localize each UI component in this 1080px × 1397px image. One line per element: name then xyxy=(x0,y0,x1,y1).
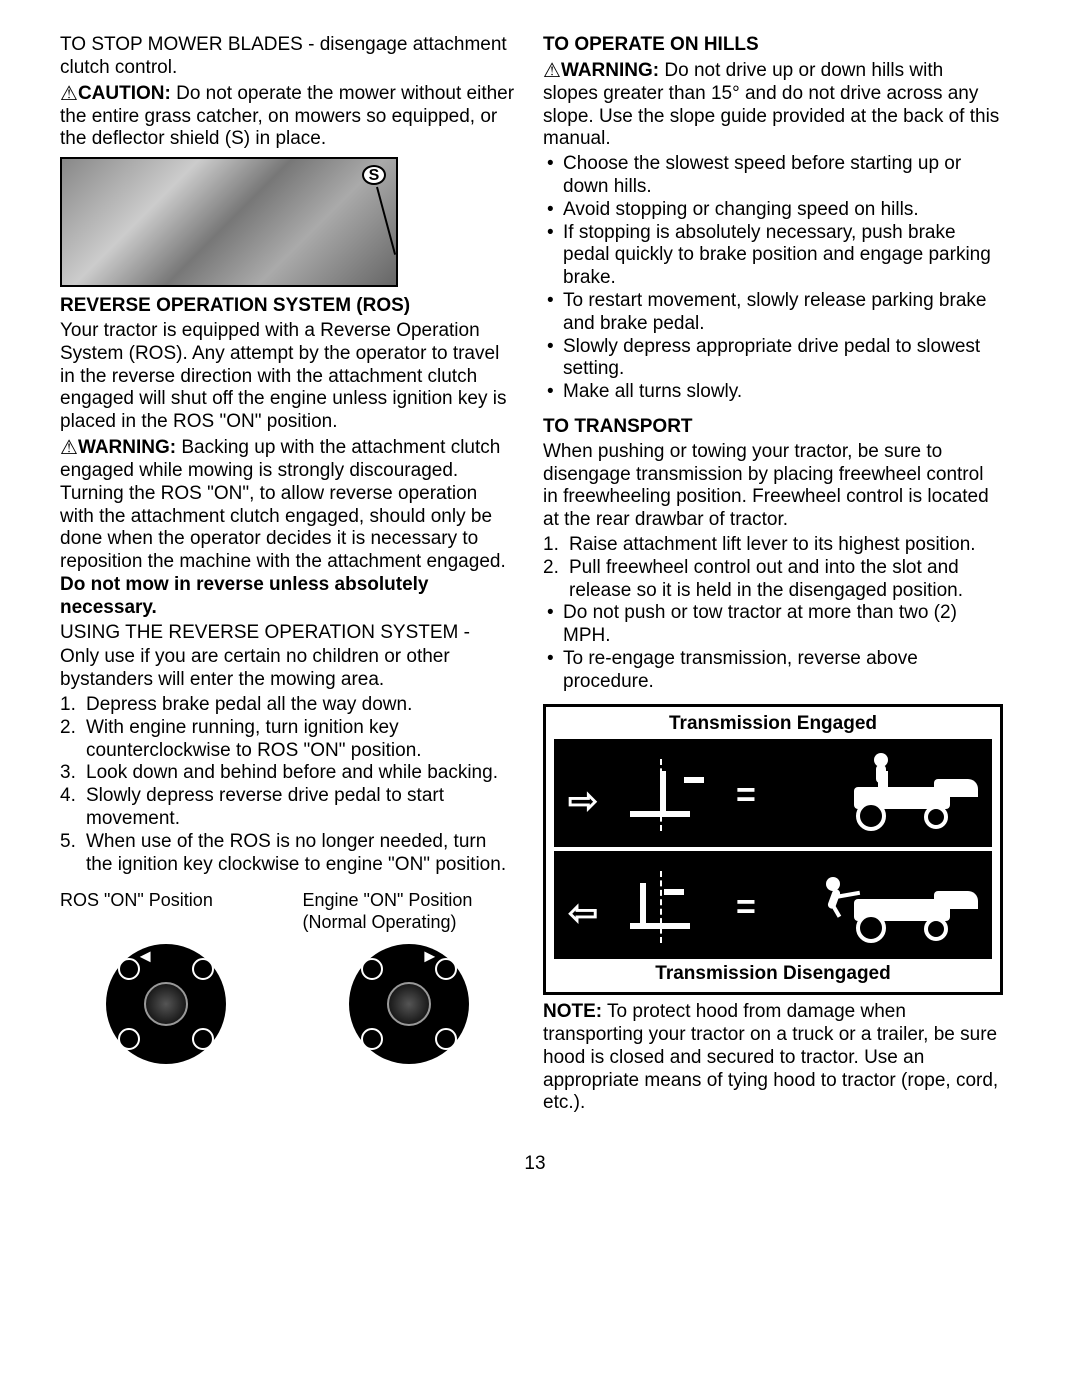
list-item: To re-engage transmission, reverse above… xyxy=(543,648,1003,694)
list-item: If stopping is absolutely necessary, pus… xyxy=(543,222,1003,290)
transmission-figure-box: Transmission Engaged ⇨ = ⇦ = xyxy=(543,704,1003,996)
hills-bullet-list: Choose the slowest speed before starting… xyxy=(543,153,1003,404)
note-paragraph: NOTE: To protect hood from damage when t… xyxy=(543,1001,1003,1115)
arrow-left-icon: ⇦ xyxy=(568,891,598,934)
list-item: Slowly depress appropriate drive pedal t… xyxy=(543,336,1003,382)
list-item: When use of the ROS is no longer needed,… xyxy=(60,831,515,877)
hills-heading: TO OPERATE ON HILLS xyxy=(543,34,1003,57)
key-engine-col: Engine "ON" Position (Normal Operating) … xyxy=(303,890,516,1064)
key-ros-col: ROS "ON" Position ◄ xyxy=(60,890,273,1064)
list-item: Avoid stopping or changing speed on hill… xyxy=(543,199,1003,222)
transmission-engaged-panel: ⇨ = xyxy=(554,739,992,847)
list-item: Make all turns slowly. xyxy=(543,381,1003,404)
list-item: Raise attachment lift lever to its highe… xyxy=(543,534,1003,557)
warning-icon: ⚠ xyxy=(60,82,78,106)
arrow-right-icon: ⇨ xyxy=(568,779,598,822)
ignition-engine-icon: ► xyxy=(349,944,469,1064)
warning-icon: ⚠ xyxy=(543,59,561,83)
key-ros-label: ROS "ON" Position xyxy=(60,890,273,934)
lever-disengaged-icon xyxy=(630,871,720,941)
transport-intro: When pushing or towing your tractor, be … xyxy=(543,441,1003,532)
caution-label: CAUTION: xyxy=(78,83,171,104)
ros-warning-paragraph: ⚠WARNING: Backing up with the attachment… xyxy=(60,436,515,620)
list-item: Look down and behind before and while ba… xyxy=(60,762,515,785)
ignition-key-row: ROS "ON" Position ◄ Engine "ON" Position… xyxy=(60,890,515,1064)
ignition-ros-icon: ◄ xyxy=(106,944,226,1064)
ros-warning-bold: Do not mow in reverse unless absolutely … xyxy=(60,574,429,618)
list-item: To restart movement, slowly release park… xyxy=(543,290,1003,336)
page-number: 13 xyxy=(60,1153,1010,1176)
callout-pointer xyxy=(376,187,396,255)
hills-warning-paragraph: ⚠WARNING: Do not drive up or down hills … xyxy=(543,59,1003,151)
list-item: Slowly depress reverse drive pedal to st… xyxy=(60,785,515,831)
transport-bullet-list: Do not push or tow tractor at more than … xyxy=(543,602,1003,693)
transmission-disengaged-panel: ⇦ = xyxy=(554,851,992,959)
transmission-disengaged-label: Transmission Disengaged xyxy=(554,963,992,986)
equals-icon: = xyxy=(736,887,756,928)
note-text: To protect hood from damage when transpo… xyxy=(543,1001,998,1113)
right-column: TO OPERATE ON HILLS ⚠WARNING: Do not dri… xyxy=(543,34,1003,1117)
warning-icon: ⚠ xyxy=(60,436,78,460)
list-item: Do not push or tow tractor at more than … xyxy=(543,602,1003,648)
deflector-shield-figure: S xyxy=(60,157,398,287)
using-ros-note: Only use if you are certain no children … xyxy=(60,646,515,692)
list-item: Depress brake pedal all the way down. xyxy=(60,694,515,717)
note-label: NOTE: xyxy=(543,1001,602,1022)
equals-icon: = xyxy=(736,775,756,816)
s-callout-label: S xyxy=(362,165,386,185)
ros-intro-text: Your tractor is equipped with a Reverse … xyxy=(60,320,515,434)
ros-heading: REVERSE OPERATION SYSTEM (ROS) xyxy=(60,295,515,318)
tractor-riding-icon xyxy=(818,753,978,837)
tractor-pushing-icon xyxy=(818,865,978,949)
lever-engaged-icon xyxy=(630,759,720,829)
list-item: Pull freewheel control out and into the … xyxy=(543,557,1003,603)
list-item: With engine running, turn ignition key c… xyxy=(60,717,515,763)
list-item: Choose the slowest speed before starting… xyxy=(543,153,1003,199)
transport-heading: TO TRANSPORT xyxy=(543,416,1003,439)
warning-label: WARNING: xyxy=(561,60,659,81)
caution-paragraph: ⚠CAUTION: Do not operate the mower witho… xyxy=(60,82,515,152)
page-columns: TO STOP MOWER BLADES - disengage attachm… xyxy=(60,34,1010,1117)
left-column: TO STOP MOWER BLADES - disengage attachm… xyxy=(60,34,515,1117)
using-ros-heading: USING THE REVERSE OPERATION SYSTEM - xyxy=(60,622,515,645)
warning-label: WARNING: xyxy=(78,437,176,458)
key-engine-label: Engine "ON" Position (Normal Operating) xyxy=(303,890,516,934)
transmission-engaged-label: Transmission Engaged xyxy=(554,713,992,736)
ros-steps-list: Depress brake pedal all the way down. Wi… xyxy=(60,694,515,876)
stop-blades-text: TO STOP MOWER BLADES - disengage attachm… xyxy=(60,34,515,80)
transport-steps-list: Raise attachment lift lever to its highe… xyxy=(543,534,1003,602)
